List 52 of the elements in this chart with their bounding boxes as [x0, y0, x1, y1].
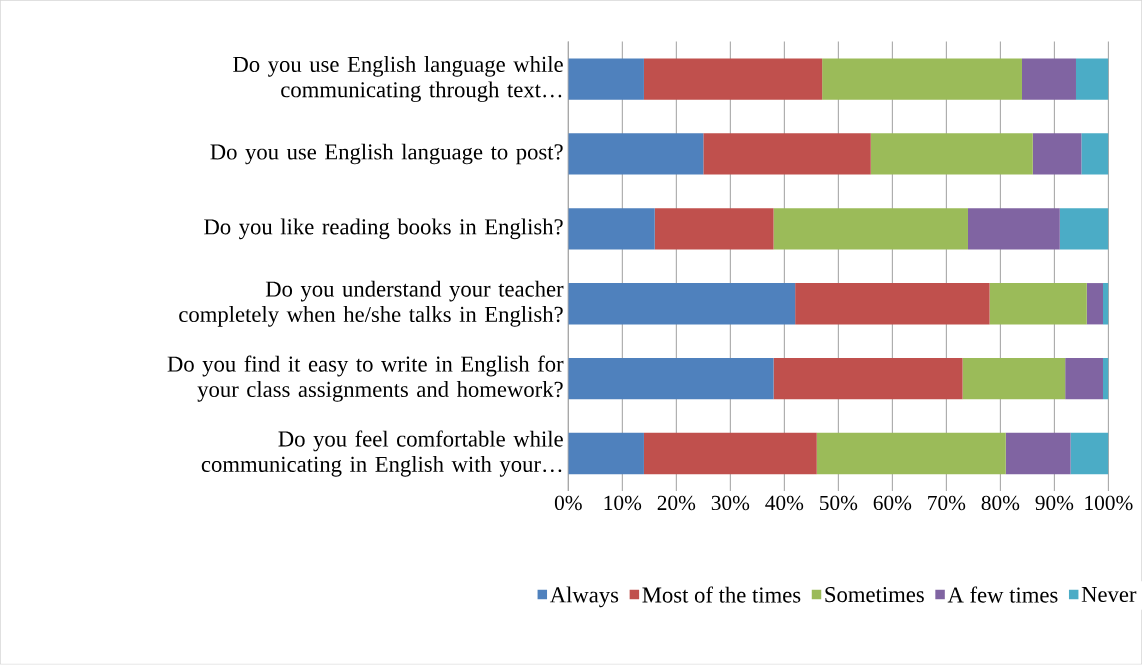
y-tick-label: Do you use English language to post? [210, 143, 563, 165]
bar [1065, 358, 1103, 400]
bar [568, 208, 655, 250]
x-tick-label: 80% [981, 495, 1020, 511]
x-tick-label: 0% [554, 495, 582, 511]
legend-label: A few times [947, 586, 1058, 603]
bar [816, 433, 1006, 475]
bar [1075, 58, 1109, 100]
y-tick-label: Do you find it easy to write in English for your class assignments and homework? [167, 355, 564, 402]
bar [967, 208, 1060, 250]
bar [795, 283, 990, 325]
x-tick-label: 50% [820, 495, 858, 511]
bar [1102, 358, 1109, 400]
legend-label: Sometimes [825, 587, 924, 603]
bar [1059, 208, 1109, 250]
bar [1005, 433, 1071, 475]
bar [870, 133, 1033, 175]
bar [568, 283, 796, 325]
x-tick-label: 40% [765, 495, 804, 511]
bar [703, 133, 871, 175]
x-tick-label: 10% [604, 495, 642, 511]
x-tick-label: 20% [657, 495, 696, 511]
bar [1021, 58, 1076, 100]
bar [822, 58, 1022, 100]
bar [643, 433, 817, 475]
bar [989, 283, 1087, 325]
y-tick-label: Do you feel comfortable while communicating in English with your… [201, 430, 563, 477]
bar [1086, 283, 1103, 325]
legend-label: Most of the times [642, 586, 801, 603]
y-tick-label: Do you understand your teacher completely when he/she talks in English? [179, 280, 564, 327]
legend-label: Always [549, 586, 619, 608]
bar [1070, 433, 1109, 475]
bar [773, 358, 963, 400]
bar [568, 58, 644, 100]
bar [1081, 133, 1109, 175]
bar [568, 358, 774, 400]
bar [1032, 133, 1082, 175]
bar [568, 133, 704, 175]
x-tick-label: 100% [1085, 495, 1133, 511]
bar [773, 208, 968, 250]
bar [643, 58, 823, 100]
legend-label: Never [1081, 587, 1137, 603]
y-tick-label: Do you like reading books in English? [204, 218, 563, 240]
x-tick-label: 30% [711, 495, 750, 511]
x-tick-label: 60% [873, 495, 912, 511]
bar [568, 433, 644, 475]
bar [962, 358, 1066, 400]
x-tick-label: 90% [1035, 495, 1074, 511]
bar [654, 208, 774, 250]
y-tick-label: Do you use English language while communicating through text… [233, 56, 563, 103]
bar [1102, 283, 1109, 325]
x-tick-label: 70% [928, 495, 966, 511]
